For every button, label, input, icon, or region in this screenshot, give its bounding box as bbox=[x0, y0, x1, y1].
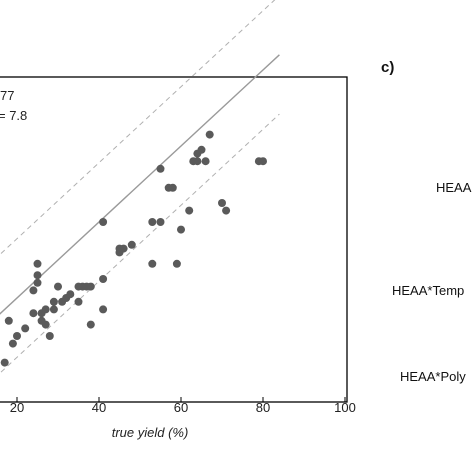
x-tick-label-80: 80 bbox=[256, 400, 270, 415]
data-point-40 bbox=[127, 240, 136, 249]
data-point-15 bbox=[33, 259, 42, 268]
data-point-51 bbox=[193, 157, 202, 166]
data-point-10 bbox=[13, 332, 21, 340]
scatter-plot: 20 40 60 80 100 77 = 7.8 true yield (%) bbox=[0, 0, 356, 440]
data-point-11 bbox=[21, 324, 30, 333]
data-point-23 bbox=[49, 305, 58, 314]
data-point-32 bbox=[86, 320, 95, 329]
data-point-42 bbox=[148, 259, 157, 268]
data-point-22 bbox=[49, 297, 58, 306]
fit-line bbox=[0, 54, 280, 315]
data-point-56 bbox=[218, 199, 226, 207]
data-point-46 bbox=[168, 183, 177, 192]
term-label-heaa-poly: HEAA*Poly bbox=[400, 369, 466, 384]
data-point-35 bbox=[99, 275, 108, 283]
data-point-28 bbox=[74, 297, 83, 306]
data-point-7 bbox=[0, 358, 9, 367]
data-point-43 bbox=[156, 218, 165, 226]
x-tick-label-40: 40 bbox=[92, 400, 106, 415]
data-point-21 bbox=[45, 332, 54, 340]
data-point-55 bbox=[205, 130, 214, 139]
term-label-heaa-temp: HEAA*Temp bbox=[392, 283, 464, 298]
panel-c: c) HEAA HEAA*Temp HEAA*Poly bbox=[381, 59, 472, 384]
data-point-59 bbox=[259, 157, 267, 166]
data-point-54 bbox=[201, 157, 210, 166]
data-point-20 bbox=[41, 320, 50, 329]
data-point-48 bbox=[177, 225, 185, 234]
x-axis-title: true yield (%) bbox=[112, 425, 189, 440]
data-point-8 bbox=[4, 316, 13, 325]
lower-band-line bbox=[0, 113, 280, 374]
data-point-33 bbox=[86, 282, 95, 291]
stat-line-1: 77 bbox=[0, 88, 14, 103]
term-label-heaa: HEAA bbox=[436, 180, 472, 195]
plot-frame bbox=[0, 76, 348, 403]
data-point-12 bbox=[29, 309, 38, 318]
data-point-39 bbox=[119, 244, 128, 253]
panel-c-label: c) bbox=[381, 59, 394, 76]
x-tick-label-100: 100 bbox=[334, 400, 356, 415]
data-point-57 bbox=[222, 206, 231, 215]
data-point-16 bbox=[33, 271, 42, 280]
data-point-27 bbox=[66, 290, 75, 299]
data-point-53 bbox=[197, 145, 206, 154]
upper-band-line bbox=[0, 0, 276, 256]
stat-line-2: = 7.8 bbox=[0, 108, 27, 123]
data-point-24 bbox=[54, 282, 62, 291]
data-point-34 bbox=[99, 305, 108, 314]
data-point-49 bbox=[185, 206, 194, 215]
data-point-36 bbox=[99, 218, 108, 226]
x-tick-group: 20 40 60 80 100 bbox=[10, 397, 356, 415]
data-point-14 bbox=[33, 278, 42, 287]
data-point-13 bbox=[29, 286, 38, 295]
data-point-19 bbox=[41, 305, 50, 314]
x-tick-label-20: 20 bbox=[10, 400, 24, 415]
prediction-band-group bbox=[0, 0, 280, 374]
data-point-9 bbox=[8, 339, 17, 348]
data-point-47 bbox=[172, 259, 181, 268]
data-point-44 bbox=[156, 164, 165, 173]
data-points-group bbox=[0, 130, 267, 367]
data-point-41 bbox=[148, 218, 157, 226]
x-tick-label-60: 60 bbox=[174, 400, 188, 415]
